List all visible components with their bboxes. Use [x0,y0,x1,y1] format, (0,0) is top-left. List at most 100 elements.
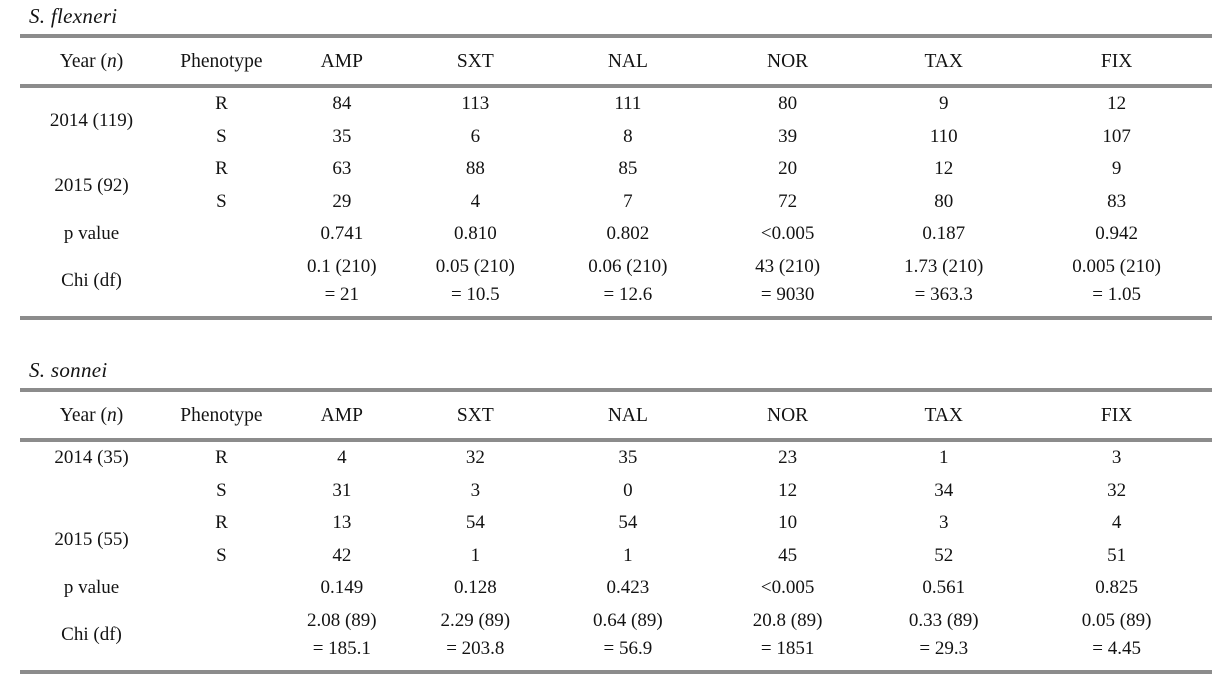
cell-value: 35 [332,125,352,147]
cell-empty [163,218,280,251]
species-title-flexneri: S. flexneri [29,4,118,28]
cell-value: 0.64 (89) = 56.9 [593,609,663,660]
cell-value: 88 [465,158,485,180]
p-value-row: p value 0.741 0.810 0.802 <0.005 0.187 0… [20,218,1212,251]
cell-value: 80 [934,190,954,212]
cell-value: 10 [778,512,798,534]
table-gap [20,320,1212,356]
cell-value: 0.187 [922,223,966,245]
cell-value: 35 [618,447,638,469]
cell-value: 1 [470,544,481,566]
phenotype-cell: R [215,93,228,115]
cell-value: 31 [332,479,352,501]
cell-value: <0.005 [760,577,815,599]
header-row: Year (n) Phenotype AMP SXT NAL NOR TAX F… [20,36,1212,89]
cell-value: 9 [1111,158,1122,180]
cell-value: 54 [618,512,638,534]
table-row: 2014 (119) R 84 113 111 80 9 12 [20,86,1212,130]
col-header-amp: AMP [279,36,404,89]
phenotype-cell: S [216,125,227,147]
col-header-nal: NAL [546,390,709,443]
cell-value: 4 [337,447,347,469]
col-header-fix: FIX [1021,36,1212,89]
year-header-close: ) [116,405,124,427]
phenotype-cell: R [215,447,228,469]
cell-value: 23 [778,447,798,469]
chi-row: Chi (df) 0.1 (210) = 21 0.05 (210) = 10.… [20,251,1212,318]
cell-empty [163,605,280,672]
table-row: 2015 (55) R 13 54 54 10 3 4 [20,507,1212,549]
cell-value: 0.005 (210) = 1.05 [1072,255,1161,306]
table-row: 2014 (35) R 4 32 35 23 1 3 [20,440,1212,475]
cell-value: 83 [1107,190,1127,212]
cell-value: 12 [778,479,798,501]
cell-value: 1.73 (210) = 363.3 [904,255,984,306]
col-header-amp: AMP [279,390,404,443]
cell-value: 72 [778,190,798,212]
table-row: 2015 (92) R 63 88 85 20 12 9 [20,153,1212,195]
phenotype-cell: R [215,158,228,180]
flexneri-table: Year (n) Phenotype AMP SXT NAL NOR TAX F… [20,34,1212,320]
cell-value: 0 [623,479,633,501]
cell-value: 107 [1102,125,1131,147]
cell-value: 8 [623,125,633,147]
cell-value: 12 [1107,93,1127,115]
cell-value: 0.1 (210) = 21 [306,255,377,306]
year-cell-2014: 2014 (35) [54,447,129,469]
year-cell-2015: 2015 (92) [54,174,129,196]
col-header-nor: NOR [708,36,867,89]
cell-value: 20.8 (89) = 1851 [752,609,823,660]
col-header-phenotype: Phenotype [163,390,280,443]
year-header-n: n [107,51,117,73]
cell-value: 0.05 (210) = 10.5 [435,255,515,306]
col-header-year: Year (n) [20,36,164,89]
cell-value: 54 [465,512,485,534]
table-row: S 35 6 8 39 110 107 [20,121,1212,154]
cell-empty [163,251,280,318]
chi-label: Chi (df) [61,270,122,292]
cell-value: 9 [939,93,949,115]
cell-value: 12 [934,158,954,180]
species-title-sonnei: S. sonnei [29,357,108,382]
cell-value: 0.825 [1095,577,1138,599]
table-row: S 42 1 1 45 52 51 [20,540,1212,573]
p-value-label: p value [63,577,120,599]
cell-value: 0.423 [606,577,650,599]
cell-value: 7 [623,190,633,212]
cell-value: 3 [470,479,481,501]
col-header-sxt: SXT [403,390,547,443]
cell-value: 29 [332,190,352,212]
cell-value: 2.29 (89) = 203.8 [440,609,511,660]
table-row: S 31 3 0 12 34 32 [20,475,1212,508]
cell-value: 0.06 (210) = 12.6 [588,255,668,306]
cell-value: 45 [778,544,798,566]
cell-value: 0.33 (89) = 29.3 [908,609,979,660]
cell-value: 0.802 [606,223,650,245]
cell-value: 4 [470,190,481,212]
phenotype-cell: S [216,479,227,501]
cell-value: 1 [623,544,633,566]
col-header-year: Year (n) [20,390,164,443]
cell-value: 85 [618,158,638,180]
cell-value: 2.08 (89) = 185.1 [306,609,377,660]
cell-value: 32 [1107,479,1127,501]
cell-value: 63 [332,158,352,180]
cell-value: 20 [778,158,798,180]
col-header-nor: NOR [708,390,867,443]
cell-value: 111 [614,93,642,115]
col-header-sxt: SXT [403,36,547,89]
cell-value: 6 [470,125,481,147]
cell-value: 0.05 (89) = 4.45 [1081,609,1152,660]
cell-value: 52 [934,544,954,566]
year-header-close: ) [116,51,124,73]
col-header-nal: NAL [546,36,709,89]
cell-value: 84 [332,93,352,115]
cell-value: 1 [939,447,949,469]
cell-value: 13 [332,512,352,534]
cell-value: 3 [1111,447,1122,469]
phenotype-cell: S [216,544,227,566]
cell-value: 0.149 [320,577,364,599]
col-header-tax: TAX [866,390,1022,443]
year-header-text: Year ( [59,51,108,73]
